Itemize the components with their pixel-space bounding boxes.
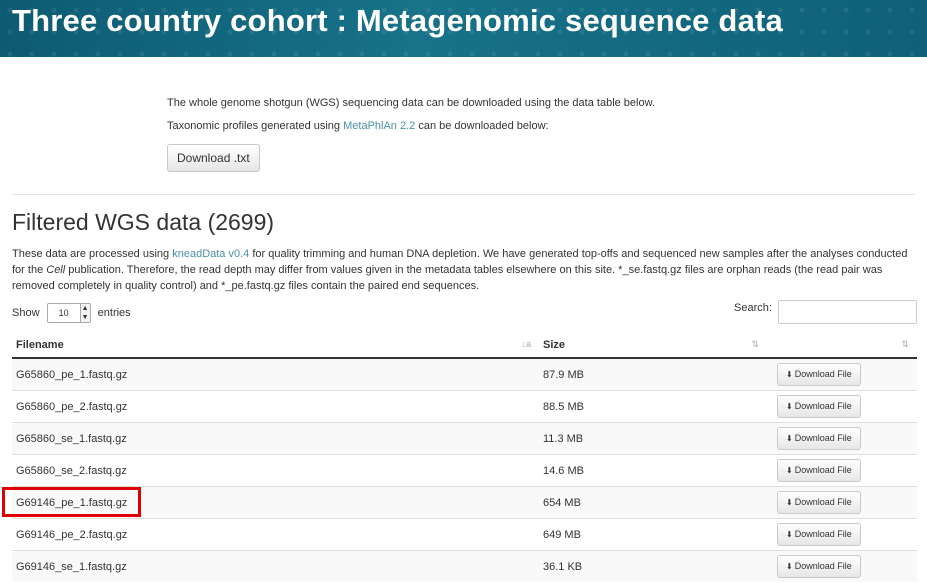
page-title: Three country cohort : Metagenomic seque… xyxy=(12,3,783,38)
highlight-box xyxy=(2,487,141,517)
download-header[interactable]: ⇅ xyxy=(767,333,917,359)
desc-text-3: publication. Therefore, the read depth m… xyxy=(12,264,883,292)
filename-header[interactable]: Filename ↓a xyxy=(12,333,539,359)
download-icon: ⬇ xyxy=(786,466,793,475)
download-cell: ⬇ Download File xyxy=(767,486,917,519)
filename-cell: G65860_se_1.fastq.gz xyxy=(12,422,539,455)
entries-select[interactable]: 10 ▲ ▼ xyxy=(46,303,91,323)
size-cell: 87.9 MB xyxy=(539,357,767,391)
download-file-button[interactable]: ⬇ Download File xyxy=(777,363,861,386)
banner: Three country cohort : Metagenomic seque… xyxy=(0,0,927,57)
search-control: Search: xyxy=(734,300,917,324)
section-title: Filtered WGS data (2699) xyxy=(12,209,275,235)
length-control: Show 10 ▲ ▼ entries xyxy=(12,303,131,323)
download-file-label: Download File xyxy=(794,497,852,507)
metaphlan-link[interactable]: MetaPhlAn 2.2 xyxy=(343,120,416,132)
download-file-label: Download File xyxy=(794,465,852,475)
table-row: G69146_pe_1.fastq.gz 654 MB ⬇ Download File xyxy=(12,486,917,519)
filename-cell: G69146_se_1.fastq.gz xyxy=(12,550,539,582)
download-icon: ⬇ xyxy=(786,498,793,507)
table-row: G65860_se_2.fastq.gz 14.6 MB ⬇ Download Fil… xyxy=(12,454,917,487)
table-row: G69146_se_1.fastq.gz 36.1 KB ⬇ Download Fil… xyxy=(12,550,917,582)
size-cell: 36.1 KB xyxy=(539,550,767,582)
spinner-arrows-icon[interactable]: ▲ ▼ xyxy=(79,304,90,322)
section-description: These data are processed using kneadData… xyxy=(12,246,917,294)
download-cell: ⬇ Download File xyxy=(767,454,917,487)
download-file-label: Download File xyxy=(794,561,852,571)
filename-cell: G69146_pe_1.fastq.gz xyxy=(12,486,539,519)
size-header[interactable]: Size ⇅ xyxy=(539,333,767,359)
filename-cell: G65860_se_2.fastq.gz xyxy=(12,454,539,487)
download-icon: ⬇ xyxy=(786,530,793,539)
table-header-row: Filename ↓a Size ⇅ ⇅ xyxy=(12,333,917,359)
entries-label: entries xyxy=(97,306,131,319)
download-icon: ⬇ xyxy=(786,402,793,411)
download-file-label: Download File xyxy=(794,529,852,539)
download-file-label: Download File xyxy=(794,369,852,379)
filename-header-label: Filename xyxy=(16,339,64,351)
intro: The whole genome shotgun (WGS) sequencin… xyxy=(167,97,655,143)
download-cell: ⬇ Download File xyxy=(767,422,917,455)
download-file-button[interactable]: ⬇ Download File xyxy=(777,459,861,482)
download-file-button[interactable]: ⬇ Download File xyxy=(777,395,861,418)
entries-value: 10 xyxy=(58,308,69,318)
download-file-label: Download File xyxy=(794,433,852,443)
download-file-button[interactable]: ⬇ Download File xyxy=(777,555,861,578)
table-row: G65860_pe_2.fastq.gz 88.5 MB ⬇ Download Fil… xyxy=(12,390,917,423)
size-cell: 649 MB xyxy=(539,518,767,551)
download-file-label: Download File xyxy=(794,401,852,411)
size-cell: 11.3 MB xyxy=(539,422,767,455)
size-cell: 654 MB xyxy=(539,486,767,519)
kneaddata-link[interactable]: kneadData v0.4 xyxy=(172,248,250,260)
download-cell: ⬇ Download File xyxy=(767,550,917,582)
table-row: G69146_pe_2.fastq.gz 649 MB ⬇ Download File xyxy=(12,518,917,551)
sort-icon: ⇅ xyxy=(901,339,909,349)
filename-cell: G69146_pe_2.fastq.gz xyxy=(12,518,539,551)
size-header-label: Size xyxy=(543,339,566,351)
size-cell: 14.6 MB xyxy=(539,454,767,487)
filename-cell: G65860_pe_2.fastq.gz xyxy=(12,390,539,423)
download-file-button[interactable]: ⬇ Download File xyxy=(777,427,861,450)
download-cell: ⬇ Download File xyxy=(767,357,917,391)
desc-text-1: These data are processed using xyxy=(12,248,173,260)
table-body: G65860_pe_1.fastq.gz 87.9 MB ⬇ Download Fil… xyxy=(12,357,917,582)
download-cell: ⬇ Download File xyxy=(767,518,917,551)
sort-asc-icon: ↓a xyxy=(521,339,531,349)
desc-italic: Cell xyxy=(46,264,66,276)
intro-line-1: The whole genome shotgun (WGS) sequencin… xyxy=(167,97,655,109)
download-file-button[interactable]: ⬇ Download File xyxy=(777,491,861,514)
intro-text-end: can be downloaded below: xyxy=(415,120,549,132)
desc-text-2: for quality trimming and human DNA deple… xyxy=(12,248,908,276)
files-table: Filename ↓a Size ⇅ ⇅ G65860_pe_1.fastq.gz 8… xyxy=(12,333,917,582)
download-icon: ⬇ xyxy=(786,434,793,443)
divider xyxy=(12,194,915,195)
download-cell: ⬇ Download File xyxy=(767,390,917,423)
download-icon: ⬇ xyxy=(786,370,793,379)
intro-text: Taxonomic profiles generated using xyxy=(167,120,344,132)
download-icon: ⬇ xyxy=(786,562,793,571)
search-input[interactable] xyxy=(778,300,917,324)
intro-line-2: Taxonomic profiles generated using MetaP… xyxy=(167,120,655,132)
table-row: G65860_pe_1.fastq.gz 87.9 MB ⬇ Download Fil… xyxy=(12,357,917,391)
filename-cell: G65860_pe_1.fastq.gz xyxy=(12,357,539,391)
search-label: Search: xyxy=(734,302,772,314)
download-file-button[interactable]: ⬇ Download File xyxy=(777,523,861,546)
download-txt-button[interactable]: Download .txt xyxy=(167,144,260,172)
table-row: G65860_se_1.fastq.gz 11.3 MB ⬇ Download Fil… xyxy=(12,422,917,455)
show-label: Show xyxy=(12,306,40,319)
sort-icon: ⇅ xyxy=(751,339,759,349)
size-cell: 88.5 MB xyxy=(539,390,767,423)
